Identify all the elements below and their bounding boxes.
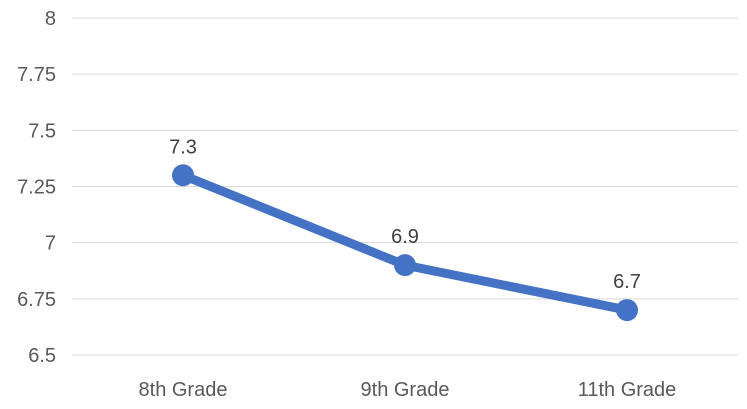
gridlines <box>72 17 738 356</box>
data-label: 6.7 <box>613 271 641 293</box>
y-axis-tick-labels: 6.5 6.75 7 7.25 7.5 7.75 8 <box>17 8 56 367</box>
data-point-marker <box>616 299 638 322</box>
y-tick-label: 6.5 <box>28 345 56 367</box>
x-axis-category-labels: 8th Grade 9th Grade 11th Grade <box>139 379 677 401</box>
x-category-label: 9th Grade <box>361 379 450 401</box>
y-tick-label: 6.75 <box>17 289 56 311</box>
x-category-label: 8th Grade <box>139 379 228 401</box>
x-category-label: 11th Grade <box>578 379 677 401</box>
y-tick-label: 7.75 <box>17 64 56 86</box>
data-point-marker <box>172 164 194 187</box>
data-labels: 7.3 6.9 6.7 <box>169 136 641 293</box>
data-label: 6.9 <box>391 226 419 248</box>
y-tick-label: 7.5 <box>28 120 56 142</box>
data-label: 7.3 <box>169 136 197 158</box>
data-point-marker <box>394 254 416 277</box>
series-markers <box>172 164 638 322</box>
y-tick-label: 7 <box>45 233 56 255</box>
y-tick-label: 7.25 <box>17 177 56 199</box>
y-tick-label: 8 <box>45 8 56 30</box>
